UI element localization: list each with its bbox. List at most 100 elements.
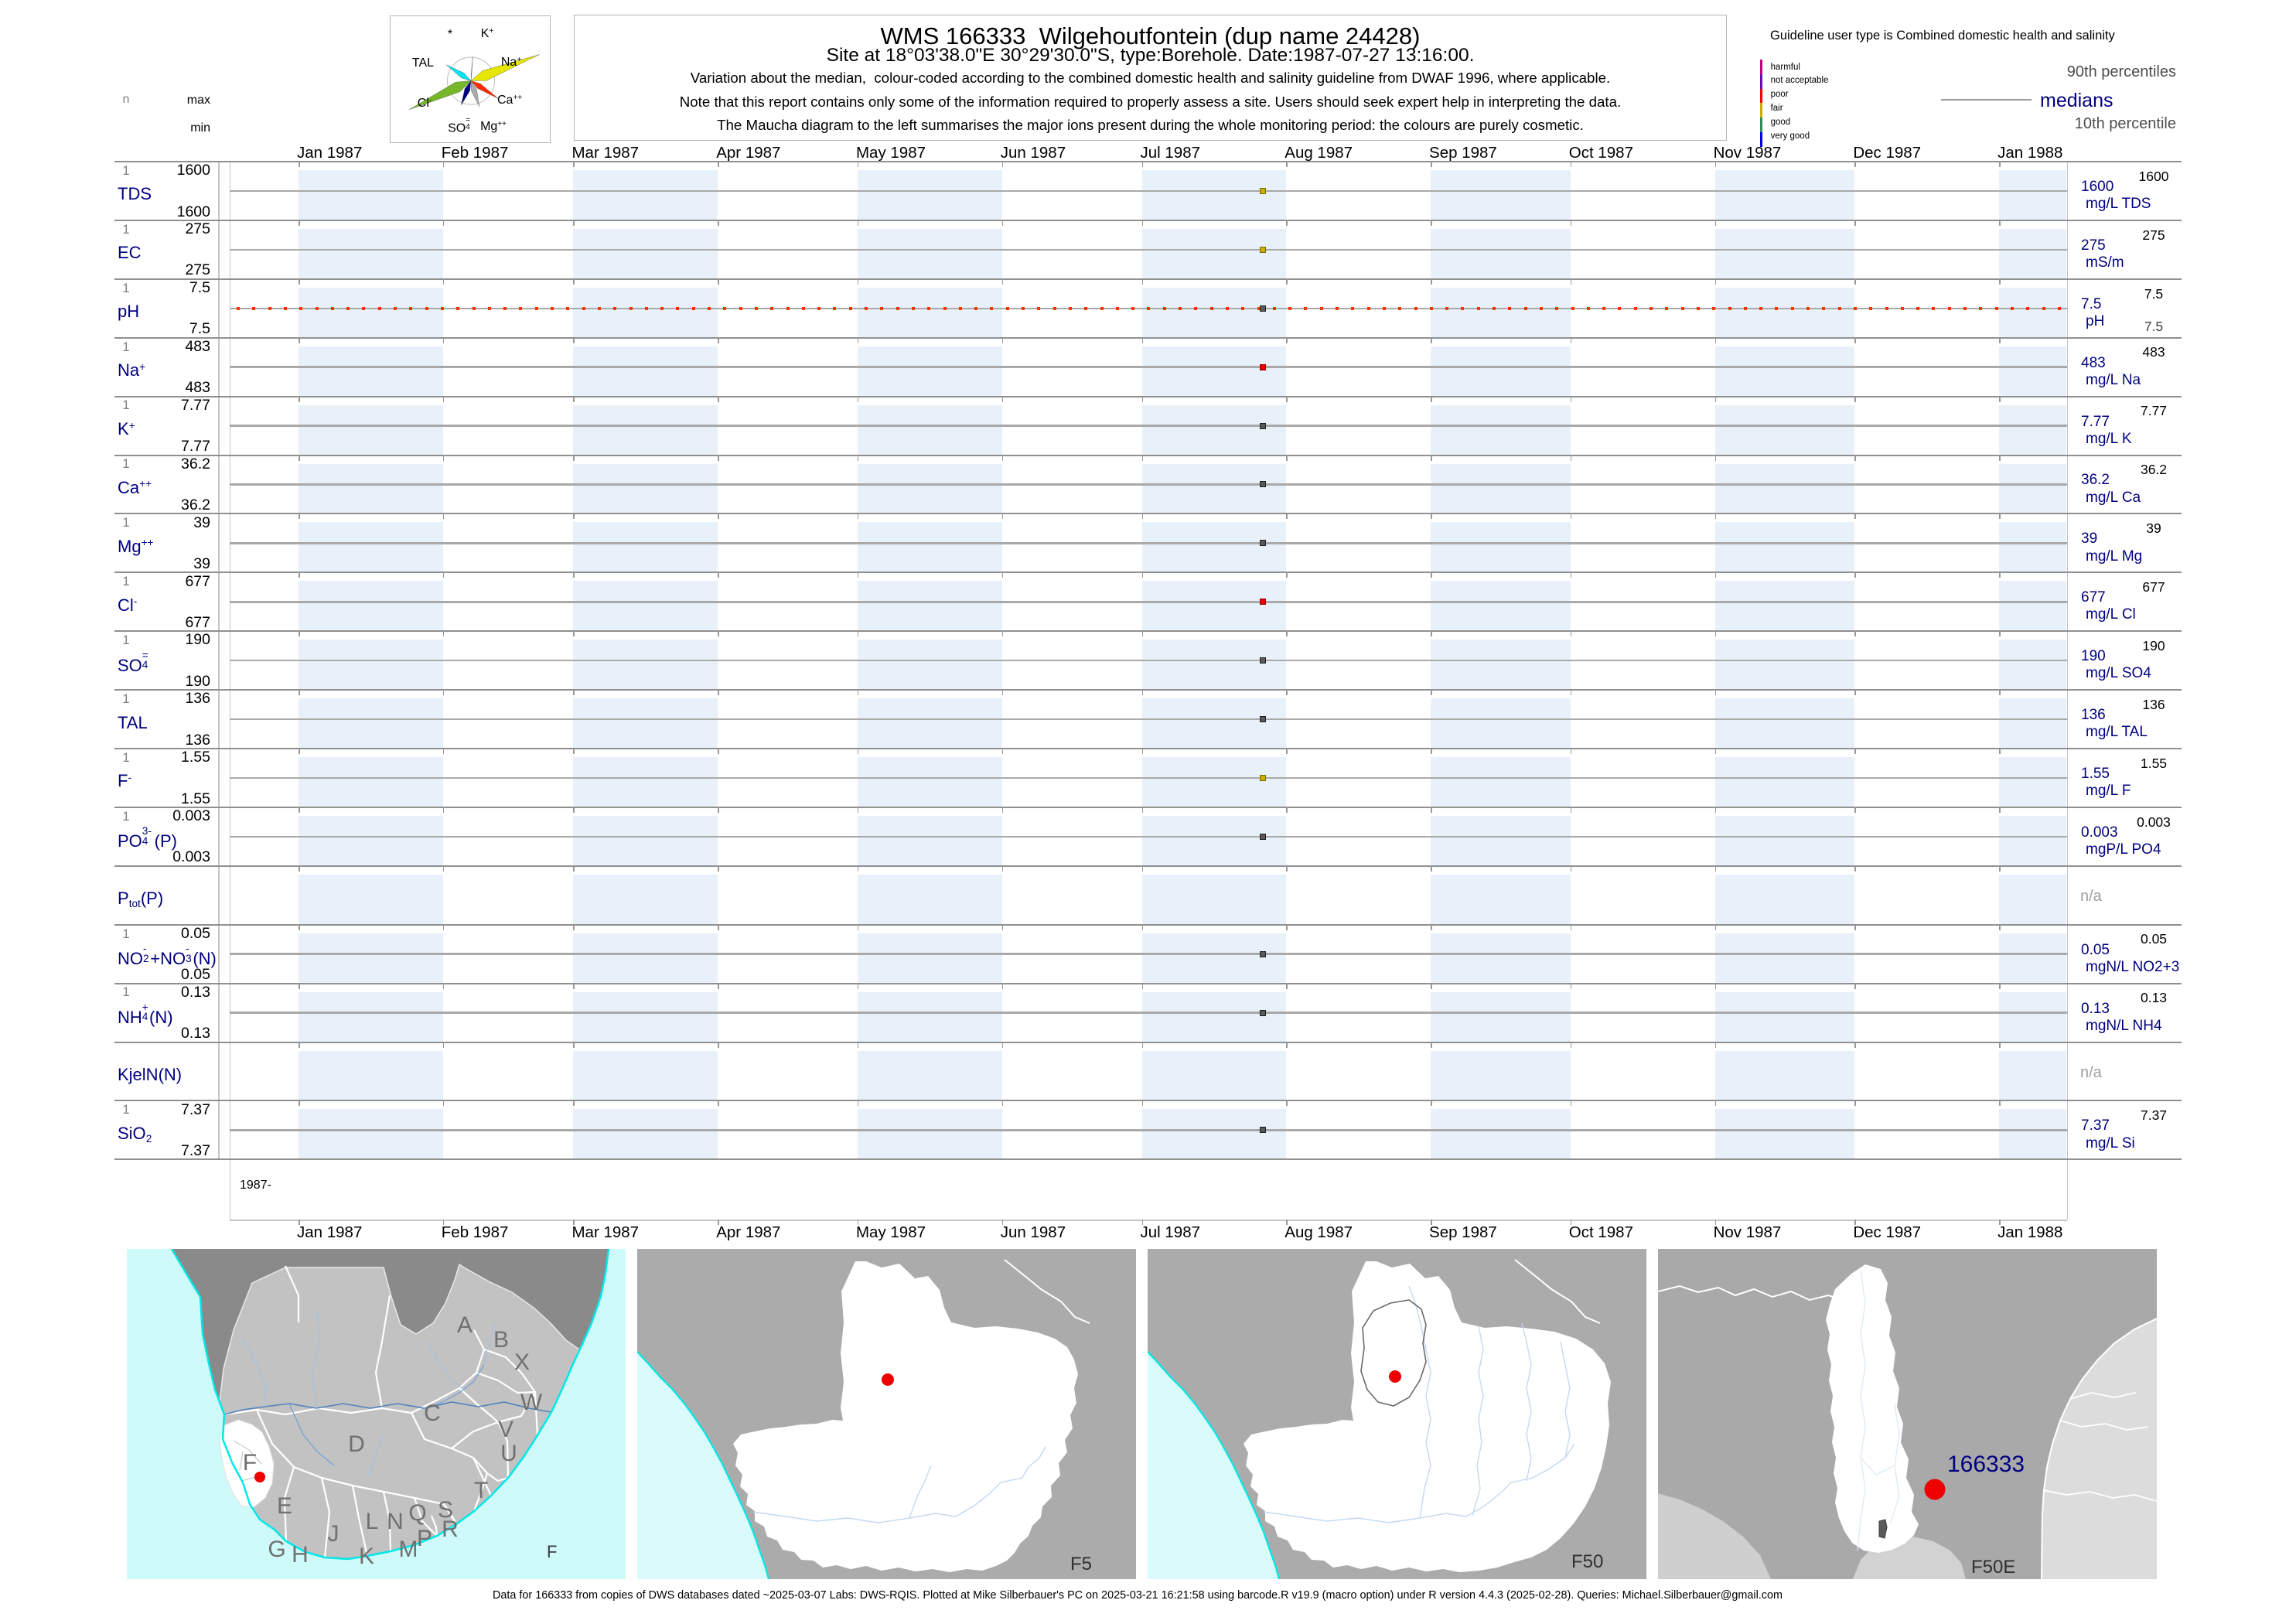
month-band bbox=[573, 522, 718, 573]
month-tick bbox=[573, 1042, 575, 1048]
month-tick bbox=[857, 1100, 859, 1107]
month-label-bottom: Jan 1988 bbox=[1997, 1223, 2063, 1242]
month-band bbox=[1714, 1109, 1855, 1160]
month-tick bbox=[1854, 220, 1856, 226]
month-tick bbox=[857, 455, 859, 461]
sample-marker bbox=[1260, 363, 1266, 370]
median-line bbox=[229, 953, 2067, 955]
row-min-value: 0.003 bbox=[172, 848, 210, 866]
month-tick bbox=[1431, 1042, 1432, 1048]
month-band bbox=[299, 698, 443, 749]
row-n-value: 1 bbox=[122, 339, 130, 354]
row-median-value: 190 bbox=[2081, 648, 2106, 665]
guideline-dot bbox=[1571, 306, 1574, 310]
month-tick bbox=[1001, 278, 1004, 285]
row-min-value: 36.2 bbox=[181, 496, 210, 513]
row-divider bbox=[114, 982, 2182, 984]
month-band bbox=[1431, 698, 1571, 749]
median-line bbox=[229, 601, 2067, 603]
month-tick bbox=[718, 513, 719, 520]
guideline-dot bbox=[1162, 306, 1166, 310]
month-band bbox=[1141, 346, 1287, 397]
month-tick bbox=[1001, 631, 1004, 637]
month-tick bbox=[1854, 807, 1856, 813]
row-max-value: 136 bbox=[185, 690, 210, 708]
guideline-dot bbox=[472, 306, 476, 310]
month-band bbox=[299, 522, 443, 573]
month-tick bbox=[573, 1100, 575, 1107]
month-tick bbox=[1431, 337, 1432, 343]
guideline-dot bbox=[394, 306, 397, 310]
guideline-dot bbox=[503, 306, 507, 310]
month-tick bbox=[1001, 513, 1004, 520]
row-divider bbox=[114, 630, 2182, 633]
month-tick bbox=[1431, 513, 1432, 520]
map-tertiary-catchment: F50 bbox=[1148, 1249, 1646, 1579]
row-n-value: 1 bbox=[122, 221, 130, 237]
site-dot bbox=[882, 1373, 894, 1386]
month-band bbox=[1141, 1109, 1287, 1160]
region-border-3 bbox=[2043, 1392, 2157, 1502]
guideline-dot bbox=[1005, 306, 1009, 310]
month-tick bbox=[1431, 983, 1432, 989]
region-letter: V bbox=[498, 1417, 513, 1442]
guideline-dot bbox=[1650, 306, 1653, 310]
maucha-ion-label: Ca++ bbox=[496, 93, 523, 107]
month-tick bbox=[1141, 924, 1143, 930]
month-band bbox=[1999, 1109, 2067, 1160]
month-tick bbox=[442, 983, 445, 989]
month-band bbox=[299, 581, 443, 632]
river bbox=[1263, 1443, 1575, 1523]
row-divider bbox=[114, 571, 2182, 574]
month-tick bbox=[573, 572, 575, 578]
guideline-user-type-note: Guideline user type is Combined domestic… bbox=[1770, 28, 2115, 43]
guideline-dot bbox=[1476, 306, 1480, 310]
guideline-dot bbox=[990, 306, 994, 310]
guideline-dot bbox=[629, 306, 633, 310]
row-param-label: KjelN(N) bbox=[118, 1064, 183, 1084]
month-band bbox=[857, 933, 1002, 984]
month-band bbox=[857, 228, 1002, 279]
row-n-value: 1 bbox=[122, 691, 130, 706]
sample-marker bbox=[1260, 599, 1266, 606]
median-line bbox=[229, 248, 2067, 251]
row-param-label: NO -2 +NO -3 (N) bbox=[118, 943, 217, 968]
month-tick bbox=[1714, 983, 1717, 989]
guideline-dot bbox=[1304, 306, 1308, 310]
month-band bbox=[1141, 757, 1287, 807]
month-tick bbox=[1999, 220, 2001, 226]
row-n-value: 1 bbox=[122, 397, 130, 413]
region-letter: A bbox=[457, 1312, 473, 1338]
month-tick bbox=[1714, 513, 1717, 520]
month-tick bbox=[299, 572, 300, 578]
guideline-dot bbox=[1508, 306, 1512, 310]
month-band bbox=[299, 170, 443, 220]
guideline-dot bbox=[1916, 306, 1920, 310]
month-band bbox=[1714, 170, 1855, 220]
guideline-dot bbox=[1225, 306, 1229, 310]
month-band bbox=[1431, 170, 1571, 220]
month-tick bbox=[1141, 220, 1143, 226]
maucha-star-icon bbox=[409, 54, 540, 110]
month-tick bbox=[1286, 337, 1288, 343]
row-90th-value: 483 bbox=[2142, 344, 2165, 360]
month-tick bbox=[1714, 1220, 1717, 1225]
month-tick bbox=[442, 337, 445, 343]
row-median-value: 483 bbox=[2081, 354, 2106, 371]
region-letter: W bbox=[520, 1390, 543, 1415]
guideline-dot bbox=[644, 306, 648, 310]
guideline-dot bbox=[739, 306, 742, 310]
row-divider bbox=[114, 336, 2182, 339]
month-label-top: Mar 1987 bbox=[571, 144, 640, 162]
month-tick bbox=[1570, 807, 1572, 813]
row-max-value: 7.5 bbox=[189, 279, 210, 296]
month-tick bbox=[718, 983, 719, 989]
month-band bbox=[573, 1109, 718, 1160]
title-note-1: Variation about the median, colour-coded… bbox=[690, 69, 1611, 86]
month-tick bbox=[1570, 162, 1572, 167]
row-max-value: 0.05 bbox=[181, 924, 210, 942]
drainage-border bbox=[459, 1387, 499, 1423]
drainage-border bbox=[476, 1371, 536, 1394]
guideline-dot bbox=[1712, 306, 1716, 310]
row-n-value: 1 bbox=[122, 749, 130, 765]
